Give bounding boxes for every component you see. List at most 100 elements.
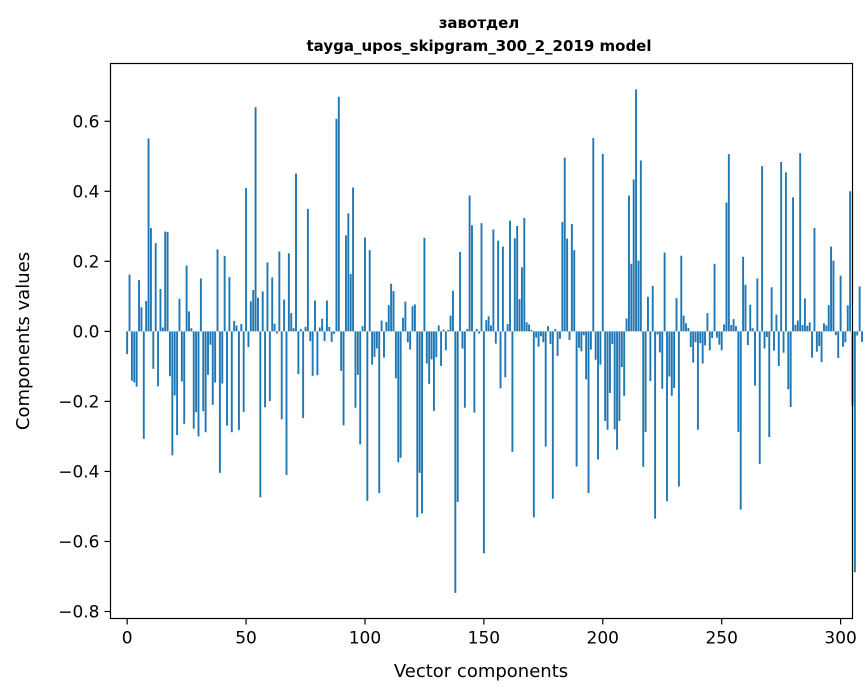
bar: [649, 331, 652, 382]
bar: [283, 299, 286, 332]
bar: [844, 331, 847, 343]
bar: [169, 331, 171, 377]
bar: [704, 331, 706, 346]
bar: [547, 326, 550, 332]
x-tick-label: 300: [824, 629, 856, 649]
bar: [237, 331, 240, 431]
bar: [642, 331, 645, 467]
bar: [340, 331, 343, 371]
bar: [259, 331, 262, 498]
bar: [494, 331, 497, 344]
bar: [347, 213, 350, 332]
bar: [825, 325, 828, 332]
bar: [566, 238, 569, 332]
bar: [380, 320, 383, 332]
bar: [506, 324, 509, 332]
bar: [202, 331, 205, 412]
bar: [559, 331, 561, 339]
bar: [770, 287, 773, 332]
bar: [832, 260, 835, 332]
bar: [480, 223, 483, 332]
bar: [456, 331, 459, 502]
bar: [782, 331, 785, 353]
bars-group: [126, 89, 863, 593]
bar: [316, 331, 319, 376]
bar: [261, 291, 264, 332]
bar: [765, 331, 768, 337]
bar: [211, 331, 214, 405]
bar: [632, 179, 635, 332]
bar: [166, 231, 169, 332]
bar: [777, 331, 780, 367]
bar: [287, 253, 290, 332]
bar: [780, 161, 783, 332]
bar: [803, 298, 806, 332]
bar: [492, 229, 495, 332]
bar: [806, 325, 809, 332]
bar: [737, 331, 740, 432]
bar: [599, 331, 602, 365]
bar: [468, 195, 471, 332]
bar: [680, 255, 683, 332]
bar: [511, 331, 514, 452]
bar: [751, 328, 754, 332]
bar: [159, 289, 162, 332]
bar: [687, 327, 690, 332]
x-tick-label: 200: [587, 629, 619, 649]
x-tick-label: 250: [705, 629, 737, 649]
bar: [249, 301, 252, 332]
bar: [556, 331, 559, 356]
bar: [309, 331, 312, 342]
bar: [696, 331, 699, 430]
bar: [435, 331, 438, 358]
bar: [849, 191, 852, 332]
bar: [561, 222, 564, 332]
bar: [218, 331, 221, 473]
bar: [570, 223, 573, 332]
bar: [723, 324, 726, 332]
bar: [575, 331, 578, 467]
bar: [815, 331, 818, 352]
bar: [444, 331, 447, 351]
bar: [383, 331, 385, 358]
bar: [295, 173, 297, 332]
bar: [784, 172, 787, 332]
bar: [264, 331, 267, 408]
bar: [325, 300, 328, 332]
bar: [808, 322, 811, 332]
bar: [701, 331, 704, 364]
bar: [789, 331, 792, 407]
bar: [616, 331, 619, 450]
bar: [482, 331, 485, 554]
bar: [594, 331, 597, 360]
bar: [528, 324, 531, 332]
bar: [718, 331, 721, 345]
bar: [654, 331, 657, 519]
bar: [689, 331, 692, 348]
bar: [485, 320, 488, 332]
bar: [675, 298, 678, 332]
bar: [402, 317, 404, 332]
bar: [823, 323, 825, 332]
bar: [628, 195, 630, 332]
bar: [411, 306, 414, 332]
bar: [416, 331, 419, 518]
bar: [392, 291, 395, 332]
bar: [452, 290, 454, 332]
bar: [846, 305, 849, 332]
bar: [592, 138, 595, 332]
y-tick-label: −0.2: [58, 392, 99, 412]
bar: [192, 331, 195, 429]
bar: [837, 331, 840, 358]
bar: [497, 240, 500, 332]
bar: [247, 331, 250, 348]
bar: [266, 262, 269, 332]
bar: [820, 331, 823, 363]
bar: [425, 331, 428, 364]
bar: [801, 325, 804, 332]
bar: [447, 329, 450, 332]
bar: [333, 331, 335, 334]
bar: [487, 316, 490, 332]
bar: [188, 311, 190, 332]
